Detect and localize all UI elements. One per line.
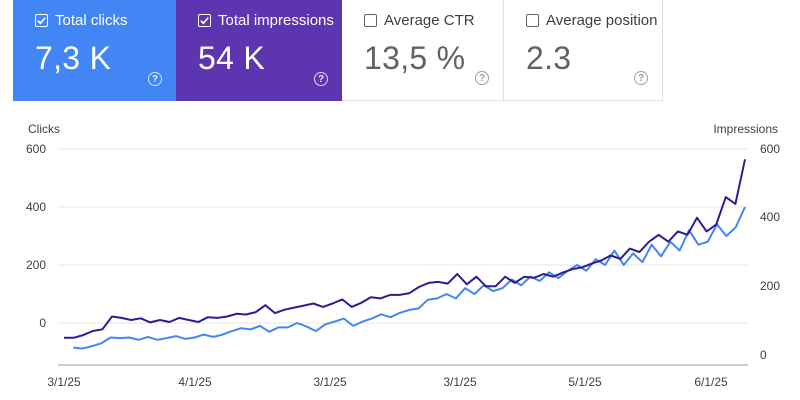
x-tick: 6/1/25 bbox=[694, 375, 728, 389]
average-ctr-checkbox[interactable] bbox=[364, 14, 377, 27]
help-circle-icon[interactable]: ? bbox=[634, 71, 648, 85]
help-circle-icon[interactable]: ? bbox=[475, 71, 489, 85]
average-position-value: 2.3 bbox=[526, 40, 572, 76]
x-tick: 4/1/25 bbox=[178, 375, 212, 389]
average-ctr-value: 13,5 % bbox=[364, 40, 466, 76]
card-average-ctr[interactable]: Average CTR 13,5 % ? bbox=[342, 0, 504, 101]
y-right-tick: 400 bbox=[760, 210, 781, 224]
y-left-tick: 400 bbox=[25, 200, 46, 214]
help-circle-icon[interactable]: ? bbox=[314, 72, 328, 86]
average-position-checkbox[interactable] bbox=[526, 14, 539, 27]
x-tick: 5/1/25 bbox=[568, 375, 602, 389]
x-tick: 3/1/25 bbox=[313, 375, 347, 389]
y-right-tick: 200 bbox=[760, 279, 781, 293]
impressions-series-line bbox=[64, 159, 746, 339]
average-position-label: Average position bbox=[546, 12, 658, 29]
card-average-position[interactable]: Average position 2.3 ? bbox=[504, 0, 663, 101]
y-right-axis-title: Impressions bbox=[713, 122, 778, 136]
total-impressions-value: 54 K bbox=[198, 40, 266, 76]
total-impressions-checkbox[interactable] bbox=[198, 14, 211, 27]
card-total-clicks[interactable]: Total clicks 7,3 K ? bbox=[13, 0, 176, 101]
help-circle-icon[interactable]: ? bbox=[148, 72, 162, 86]
y-right-tick: 0 bbox=[760, 348, 767, 362]
y-left-tick: 200 bbox=[25, 258, 46, 272]
y-left-tick: 600 bbox=[25, 142, 46, 156]
clicks-series-line bbox=[73, 206, 746, 350]
y-left-axis-title: Clicks bbox=[28, 122, 60, 136]
total-clicks-label: Total clicks bbox=[55, 12, 128, 29]
metric-cards: Total clicks 7,3 K ? Total impressions 5… bbox=[13, 0, 663, 101]
x-tick: 3/1/25 bbox=[47, 375, 81, 389]
total-clicks-checkbox[interactable] bbox=[35, 14, 48, 27]
y-right-tick: 600 bbox=[760, 142, 781, 156]
y-left-tick: 0 bbox=[39, 316, 46, 330]
x-tick: 3/1/25 bbox=[443, 375, 477, 389]
total-impressions-label: Total impressions bbox=[218, 12, 334, 29]
average-ctr-label: Average CTR bbox=[384, 12, 475, 29]
card-total-impressions[interactable]: Total impressions 54 K ? bbox=[176, 0, 342, 101]
total-clicks-value: 7,3 K bbox=[35, 40, 112, 76]
